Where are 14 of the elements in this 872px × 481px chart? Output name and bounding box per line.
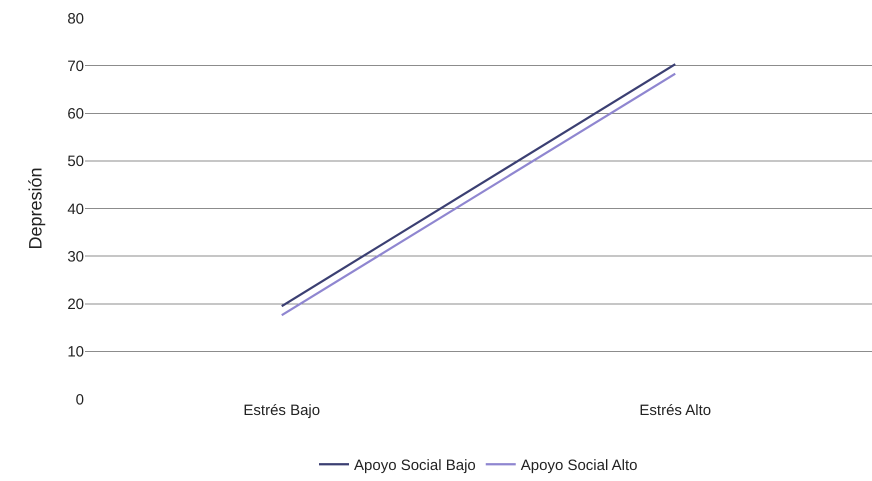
y-tick-label: 70 (67, 58, 84, 75)
y-tick-label: 40 (67, 200, 84, 218)
legend-label: Apoyo Social Bajo (354, 457, 476, 474)
y-tick-label: 50 (67, 153, 84, 170)
y-tick-label: 80 (67, 10, 84, 28)
legend-label: Apoyo Social Alto (520, 457, 638, 474)
x-tick-label: Estrés Alto (639, 402, 712, 419)
y-tick-label: 20 (67, 296, 84, 313)
y-tick-label: 10 (67, 344, 84, 361)
y-axis-title: Depresión (26, 167, 46, 250)
y-tick-label: 30 (67, 248, 84, 266)
y-tick-label: 60 (67, 106, 84, 122)
x-tick-label: Estrés Bajo (243, 402, 320, 419)
y-tick-label: 0 (76, 391, 84, 408)
